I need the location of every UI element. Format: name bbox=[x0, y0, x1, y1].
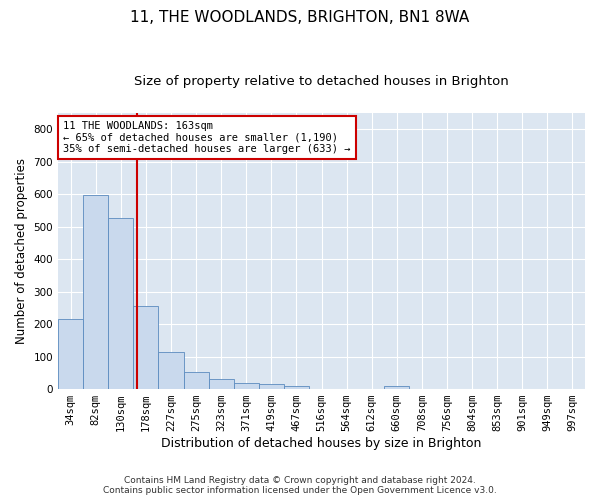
Bar bbox=[83, 194, 108, 389]
Bar bbox=[384, 386, 409, 389]
Text: 11 THE WOODLANDS: 163sqm
← 65% of detached houses are smaller (1,190)
35% of sem: 11 THE WOODLANDS: 163sqm ← 65% of detach… bbox=[64, 121, 351, 154]
Bar bbox=[133, 306, 158, 389]
Text: 11, THE WOODLANDS, BRIGHTON, BN1 8WA: 11, THE WOODLANDS, BRIGHTON, BN1 8WA bbox=[130, 10, 470, 25]
Bar bbox=[158, 352, 184, 389]
Bar bbox=[284, 386, 309, 389]
Bar bbox=[108, 218, 133, 389]
X-axis label: Distribution of detached houses by size in Brighton: Distribution of detached houses by size … bbox=[161, 437, 482, 450]
Bar bbox=[58, 319, 83, 389]
Title: Size of property relative to detached houses in Brighton: Size of property relative to detached ho… bbox=[134, 75, 509, 88]
Bar bbox=[209, 380, 233, 389]
Text: Contains HM Land Registry data © Crown copyright and database right 2024.
Contai: Contains HM Land Registry data © Crown c… bbox=[103, 476, 497, 495]
Bar bbox=[233, 383, 259, 389]
Bar bbox=[259, 384, 284, 389]
Y-axis label: Number of detached properties: Number of detached properties bbox=[15, 158, 28, 344]
Bar bbox=[184, 372, 209, 389]
